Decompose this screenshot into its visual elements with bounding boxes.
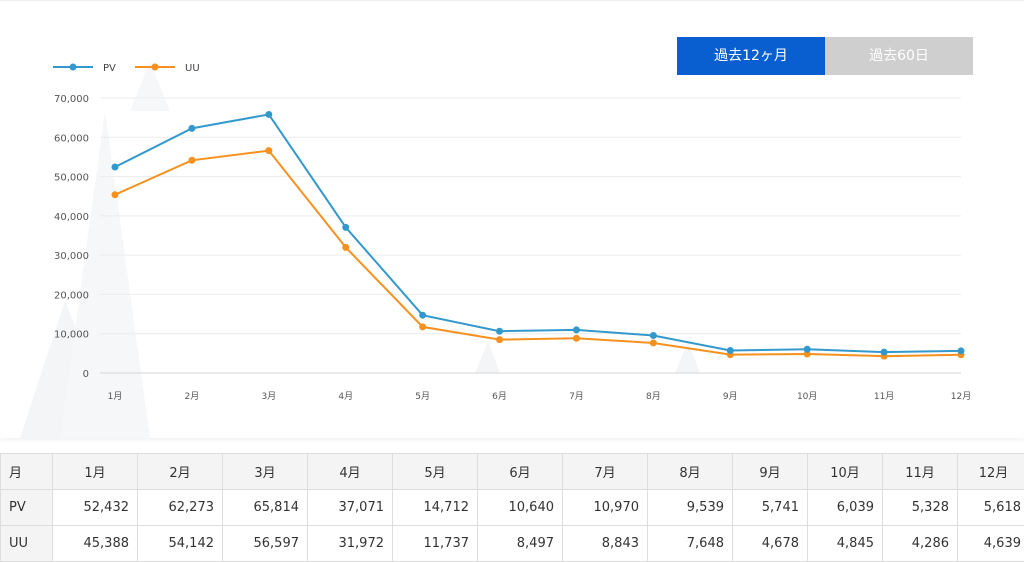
data-point-uu	[111, 191, 119, 199]
x-tick-label: 10月	[797, 391, 817, 402]
table-row-uu: UU 45,388 54,142 56,597 31,972 11,737 8,…	[0, 525, 1024, 562]
data-point-pv	[649, 332, 657, 340]
table-cell: 4,286	[882, 525, 958, 562]
x-tick-label: 1月	[108, 391, 123, 402]
table-header-cell: 3月	[222, 453, 308, 490]
table-cell: 54,142	[137, 525, 223, 562]
x-tick-label: 9月	[723, 391, 738, 402]
table-header-cell: 7月	[562, 453, 648, 490]
table-header-cell: 4月	[307, 453, 393, 490]
x-tick-label: 11月	[874, 391, 894, 402]
data-point-pv	[880, 348, 888, 356]
table-cell: 52,432	[52, 489, 138, 526]
table-cell: 7,648	[647, 525, 733, 562]
y-tick-label: 10,000	[54, 330, 89, 341]
data-point-pv	[803, 345, 811, 353]
table-header-cell: 8月	[647, 453, 733, 490]
table-row-label: PV	[0, 489, 53, 526]
table-row-label: UU	[0, 525, 53, 562]
data-point-uu	[649, 339, 657, 347]
data-point-pv	[496, 327, 504, 335]
data-point-pv	[342, 223, 350, 231]
y-tick-label: 0	[83, 369, 89, 380]
table-cell: 37,071	[307, 489, 393, 526]
data-point-pv	[265, 110, 273, 118]
table-cell: 5,618	[957, 489, 1024, 526]
data-point-uu	[419, 323, 427, 331]
table-cell: 62,273	[137, 489, 223, 526]
table-cell: 11,737	[392, 525, 478, 562]
table-cell: 5,741	[732, 489, 808, 526]
table-cell: 14,712	[392, 489, 478, 526]
x-tick-label: 7月	[569, 391, 584, 402]
table-cell: 31,972	[307, 525, 393, 562]
legend-label: PV	[103, 63, 116, 74]
table-cell: 4,845	[807, 525, 883, 562]
y-tick-label: 70,000	[54, 94, 89, 105]
data-point-uu	[496, 336, 504, 344]
table-cell: 8,497	[477, 525, 563, 562]
data-point-pv	[111, 163, 119, 171]
table-header-cell: 10月	[807, 453, 883, 490]
table-cell: 10,640	[477, 489, 563, 526]
x-tick-label: 3月	[261, 391, 276, 402]
x-tick-label: 4月	[338, 391, 353, 402]
table-cell: 9,539	[647, 489, 733, 526]
table-header-cell: 2月	[137, 453, 223, 490]
legend-marker	[69, 63, 77, 71]
y-tick-label: 50,000	[54, 173, 89, 184]
chart-card: 過去12ヶ月 過去60日 0 10,000 20,000 30,000 40,000 50…	[0, 0, 1024, 438]
table-header-cell: 1月	[52, 453, 138, 490]
data-point-uu	[342, 243, 350, 251]
series-line-uu	[114, 149, 962, 358]
line-chart: 0 10,000 20,000 30,000 40,000 50,000 60,000 70,…	[53, 63, 971, 402]
y-tick-label: 40,000	[54, 212, 89, 223]
table-cell: 10,970	[562, 489, 648, 526]
data-table: 月 1月 2月 3月 4月 5月 6月 7月 8月 9月 10月 11月 12月…	[0, 453, 1024, 562]
x-tick-label: 12月	[951, 391, 971, 402]
x-tick-label: 8月	[646, 391, 661, 402]
data-point-pv	[572, 326, 580, 334]
table-cell: 8,843	[562, 525, 648, 562]
table-header-cell: 5月	[392, 453, 478, 490]
table-cell: 4,678	[732, 525, 808, 562]
data-point-pv	[726, 346, 734, 354]
table-header-cell: 9月	[732, 453, 808, 490]
table-header-cell: 11月	[882, 453, 958, 490]
data-point-uu	[572, 334, 580, 342]
table-header-cell: 12月	[957, 453, 1024, 490]
range-12-months-button[interactable]: 過去12ヶ月	[677, 37, 825, 75]
table-header-label: 月	[0, 453, 53, 490]
range-toggle: 過去12ヶ月 過去60日	[677, 37, 973, 75]
table-cell: 5,328	[882, 489, 958, 526]
data-point-uu	[265, 147, 273, 155]
table-cell: 4,639	[957, 525, 1024, 562]
table-cell: 6,039	[807, 489, 883, 526]
data-point-pv	[957, 347, 965, 355]
x-tick-label: 2月	[185, 391, 200, 402]
x-tick-label: 6月	[492, 391, 507, 402]
table-row-pv: PV 52,432 62,273 65,814 37,071 14,712 10…	[0, 489, 1024, 526]
data-point-pv	[419, 311, 427, 319]
table-cell: 45,388	[52, 525, 138, 562]
y-tick-label: 30,000	[54, 251, 89, 262]
x-tick-label: 5月	[415, 391, 430, 402]
y-tick-label: 20,000	[54, 290, 89, 301]
legend-marker	[151, 63, 159, 71]
table-cell: 65,814	[222, 489, 308, 526]
y-tick-label: 60,000	[54, 133, 89, 144]
table-cell: 56,597	[222, 525, 308, 562]
data-point-pv	[188, 124, 196, 132]
series-line-pv	[114, 113, 962, 354]
data-point-uu	[188, 156, 196, 164]
range-60-days-button[interactable]: 過去60日	[825, 37, 973, 75]
legend-label: UU	[185, 63, 200, 74]
table-header-cell: 6月	[477, 453, 563, 490]
table-header-row: 月 1月 2月 3月 4月 5月 6月 7月 8月 9月 10月 11月 12月	[0, 453, 1024, 490]
